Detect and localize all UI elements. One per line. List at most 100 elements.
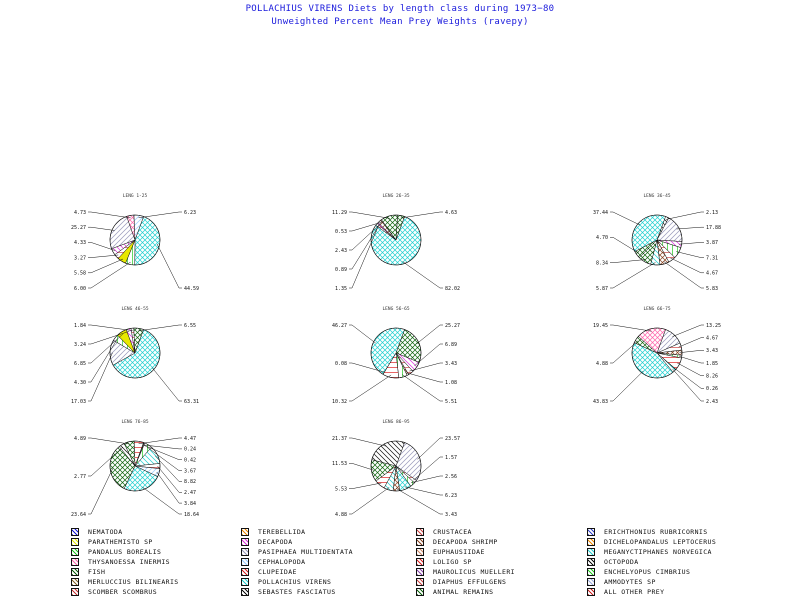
slice-label: 1.35 [335, 286, 347, 292]
leader-line [138, 437, 182, 445]
leader-line [679, 350, 704, 353]
pie-title: LENG 36-45 [643, 193, 670, 199]
leader-line [610, 324, 652, 332]
slice-label: 8.82 [184, 479, 196, 485]
slice-label: 5.87 [596, 286, 608, 292]
slice-label: 3.43 [445, 512, 457, 518]
slice-label: 5.83 [706, 286, 718, 292]
slice-label: 4.88 [335, 512, 347, 518]
slice-label: 3.27 [74, 255, 86, 261]
slice-label: 6.23 [184, 210, 196, 216]
leader-line [138, 324, 182, 332]
leader-line [349, 487, 390, 515]
leader-line [88, 258, 124, 274]
slice-label: 5.53 [335, 486, 347, 492]
leader-line [157, 465, 182, 493]
leader-line [666, 211, 704, 220]
leader-line [413, 456, 443, 481]
slice-label: 0.26 [706, 386, 718, 392]
slice-label: 1.57 [445, 455, 457, 461]
leader-line [88, 261, 131, 289]
pie-title: LENG 86-95 [382, 419, 409, 425]
leader-line [156, 471, 182, 504]
slice-label: 2.43 [335, 248, 347, 254]
slice-label: 1.08 [445, 380, 457, 386]
leader-line [396, 488, 443, 515]
slice-label: 4.30 [74, 380, 86, 386]
slice-label: 0.24 [184, 447, 196, 453]
leader-line [156, 243, 182, 289]
slice-label: 3.43 [706, 348, 718, 354]
pie-title: LENG 66-75 [643, 306, 670, 312]
slice-label: 4.89 [74, 436, 86, 442]
slice-label: 4.67 [706, 271, 718, 277]
slice-label: 23.57 [445, 436, 460, 442]
leader-line [88, 446, 124, 477]
slice-label: 25.27 [71, 225, 86, 231]
slice-label: 3.24 [74, 342, 86, 348]
leader-line [349, 374, 392, 402]
leader-line [672, 369, 704, 402]
slice-label: 2.43 [706, 399, 718, 405]
leader-line [88, 338, 118, 383]
slice-label: 3.43 [445, 361, 457, 367]
slice-label: 1.84 [74, 323, 86, 329]
leader-line [610, 237, 639, 254]
slice-label: 4.67 [706, 335, 718, 341]
slice-label: 4.73 [74, 210, 86, 216]
leader-line [138, 211, 182, 219]
pie-6: LENG 66-75 13.25 4.67 3.43 1.85 8.26 0.26 2.43 1… [593, 306, 721, 405]
leader-line [88, 324, 133, 331]
leader-line [610, 259, 646, 263]
pie-1: LENG 1-25 6.23 44.59 4.73 25.27 4.33 3.27 5.58 6… [71, 193, 199, 292]
slice-label: 6.23 [445, 493, 457, 499]
leader-line [349, 224, 380, 270]
leader-line [349, 362, 385, 373]
slice-label: 6.55 [184, 323, 196, 329]
pie-5: LENG 56-65 25.27 6.89 3.43 1.08 5.51 46.27 0.08… [332, 306, 460, 405]
leader-line [88, 468, 113, 515]
pie-7: LENG 76-85 4.47 0.24 0.42 3.67 8.82 2.47 3.84 18… [71, 419, 199, 518]
pie-title: LENG 26-35 [382, 193, 409, 199]
slice-label: 82.02 [445, 286, 460, 292]
leader-line [409, 362, 443, 372]
leader-line [676, 251, 704, 258]
slice-label: 46.27 [332, 323, 347, 329]
leader-line [88, 331, 130, 345]
slice-label: 1.85 [706, 361, 718, 367]
leader-line [143, 444, 182, 460]
leader-line [88, 226, 115, 231]
leader-line [349, 225, 379, 289]
slice-label: 8.34 [596, 260, 608, 266]
leader-line [676, 226, 704, 230]
slice-label: 4.88 [596, 361, 608, 367]
slice-label: 11.29 [332, 210, 347, 216]
slice-label: 13.25 [706, 323, 721, 329]
leader-line [142, 444, 182, 450]
slice-label: 18.64 [184, 512, 199, 518]
pie-title: LENG 1-25 [123, 193, 148, 199]
slice-label: 3.87 [706, 240, 718, 246]
slice-label: 10.32 [332, 399, 347, 405]
leader-line [417, 437, 443, 460]
pie-4: LENG 46-55 6.55 63.31 1.84 3.24 6.85 4.30 17.03 [71, 306, 199, 405]
pie-title: LENG 46-55 [121, 306, 148, 312]
slice-label: 4.47 [184, 436, 196, 442]
leader-line [678, 337, 704, 348]
slice-label: 44.59 [184, 286, 199, 292]
leader-line [610, 370, 644, 402]
slice-label: 25.27 [445, 323, 460, 329]
slice-label: 0.08 [335, 361, 347, 367]
slice-label: 5.58 [74, 271, 86, 277]
slice-label: 63.31 [184, 399, 199, 405]
leader-line [406, 372, 443, 383]
leader-line [349, 437, 386, 447]
leader-line [88, 352, 113, 402]
leader-line [349, 223, 382, 251]
slice-label: 21.37 [332, 436, 347, 442]
leader-line [154, 455, 182, 482]
leader-line [679, 356, 704, 364]
leader-line [663, 261, 704, 289]
leader-line [349, 463, 374, 471]
leader-line [679, 242, 704, 245]
